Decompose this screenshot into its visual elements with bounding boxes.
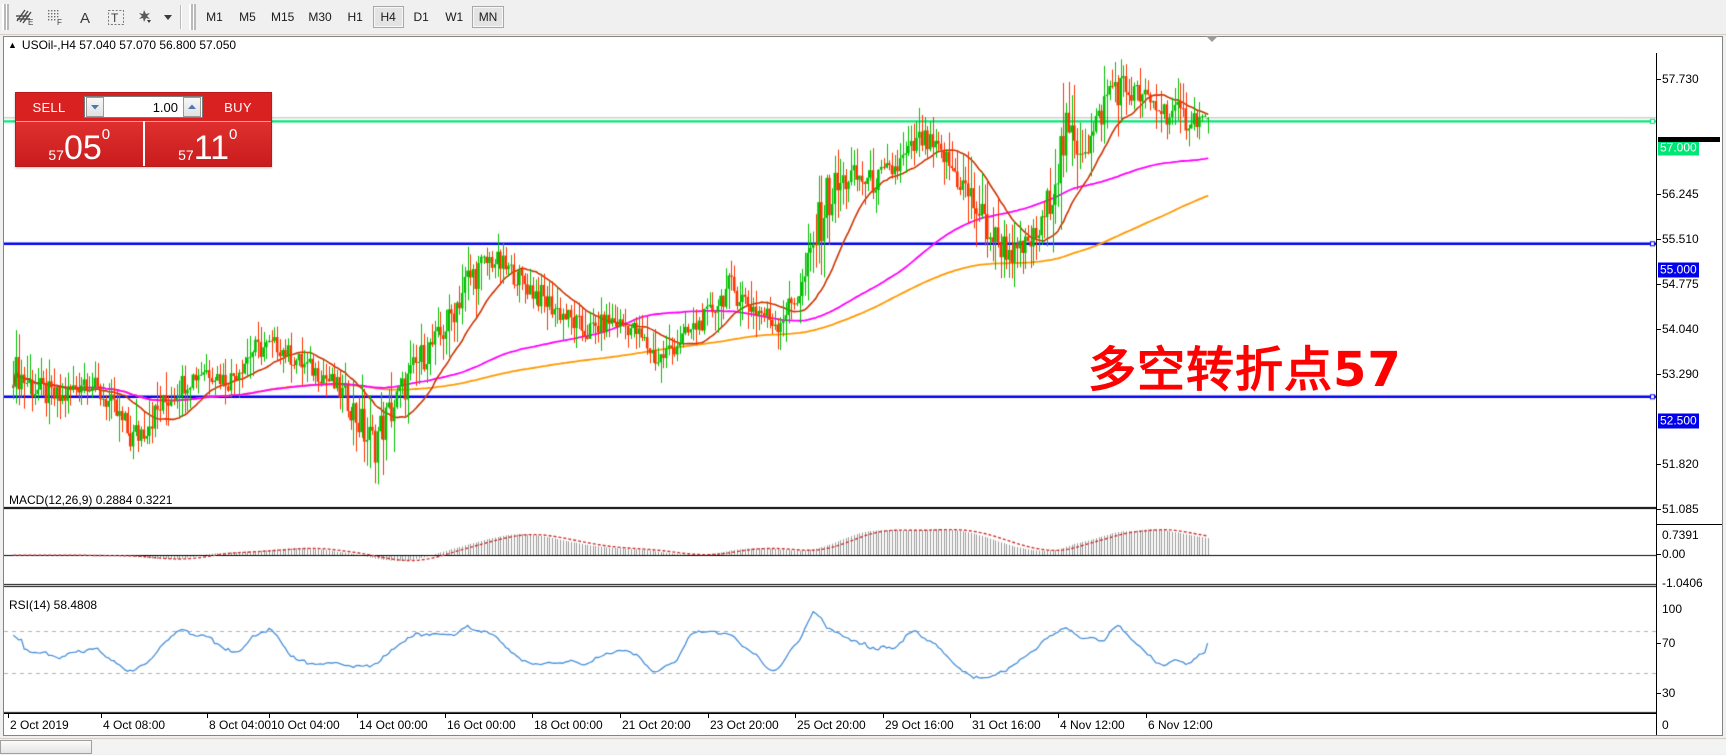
time-label-3: 10 Oct 04:00 [271,718,340,732]
text-a-icon[interactable]: A [71,3,101,31]
macd-axis-label-0: 0.7391 [1662,528,1699,542]
time-label-4: 14 Oct 00:00 [359,718,428,732]
price-tag-level-55[interactable]: 55.000 [1658,262,1699,278]
timeframe-m15[interactable]: M15 [271,10,295,24]
svg-text:F: F [57,18,62,27]
main-toolbar: E F A [0,0,1726,35]
macd-axis-label-1: 0.00 [1662,547,1686,561]
volume-decrease-button[interactable] [86,97,104,117]
sell-button[interactable]: SELL [32,99,66,115]
rsi-axis-label-0: 100 [1662,602,1683,616]
buy-price-main: 11 [193,129,230,167]
grid-f-icon[interactable]: F [41,3,71,31]
time-label-7: 21 Oct 20:00 [622,718,691,732]
timeframe-h1[interactable]: H1 [347,10,363,24]
indicators-icon[interactable]: E [11,3,41,31]
price-label-0: 57.730 [1662,72,1699,86]
volume-input[interactable]: 1.00 [152,99,178,115]
timeframe-h4[interactable]: H4 [372,6,404,28]
time-label-6: 18 Oct 00:00 [534,718,603,732]
time-label-11: 31 Oct 16:00 [972,718,1041,732]
time-label-5: 16 Oct 00:00 [447,718,516,732]
buy-price-fraction: 0 [229,126,238,143]
price-label-7: 51.085 [1662,502,1699,516]
toolbar-grip[interactable] [2,4,9,30]
sell-price-main: 05 [63,129,102,167]
price-tag-level-525[interactable]: 52.500 [1658,413,1699,429]
cursor-position-marker [1206,36,1218,42]
one-click-trading-panel[interactable]: SELL 1.00 BUY 57 05 0 [15,92,272,167]
sell-price-prefix: 57 [48,147,64,163]
buy-price-quote[interactable]: 57 11 0 [142,121,271,167]
price-label-4: 54.040 [1662,322,1699,336]
timeframe-toolbar-grip[interactable] [189,4,196,30]
sell-price-fraction: 0 [101,126,111,143]
rsi-axis-label-2: 30 [1662,686,1676,700]
time-label-9: 25 Oct 20:00 [797,718,866,732]
objects-icon[interactable] [131,3,161,31]
svg-text:T: T [111,11,119,25]
time-scale[interactable]: 2 Oct 2019 4 Oct 08:00 8 Oct 04:00 10 Oc… [4,713,1656,735]
scrollbar-thumb[interactable] [0,740,92,754]
svg-text:E: E [28,18,33,27]
timeframe-mn[interactable]: MN [471,6,505,28]
time-label-13: 6 Nov 12:00 [1148,718,1213,732]
chart-annotation-text: 多空转折点57 [1088,342,1402,398]
text-label-icon[interactable]: T [101,3,131,31]
chart-window[interactable]: ▲ USOil-,H4 57.040 57.070 56.800 57.050 … [3,36,1723,736]
time-label-8: 23 Oct 20:00 [710,718,779,732]
price-label-1: 56.245 [1662,187,1699,201]
time-label-12: 4 Nov 12:00 [1060,718,1125,732]
price-label-6: 51.820 [1662,457,1699,471]
volume-increase-button[interactable] [183,97,201,117]
timeframe-w1[interactable]: W1 [445,10,464,24]
time-label-1: 4 Oct 08:00 [103,718,166,732]
timeframe-m1[interactable]: M1 [206,10,223,24]
horizontal-scrollbar[interactable] [0,738,1726,755]
chevron-down-icon[interactable] [161,3,175,31]
sell-price-quote[interactable]: 57 05 0 [16,121,143,166]
price-tag-shadow [1658,137,1720,142]
price-label-5: 53.290 [1662,367,1699,381]
time-label-2: 8 Oct 04:00 [209,718,272,732]
quote-divider [16,121,143,122]
quote-divider-2 [144,121,271,122]
trade-panel-quotes: 57 05 0 57 11 0 [16,121,271,166]
price-label-2: 55.510 [1662,232,1699,246]
buy-price-prefix: 57 [178,147,194,163]
time-label-0: 2 Oct 2019 [10,718,69,732]
macd-indicator-label: MACD(12,26,9) 0.2884 0.3221 [9,493,173,507]
rsi-indicator-label: RSI(14) 58.4808 [9,598,98,612]
volume-stepper[interactable]: 1.00 [84,96,203,118]
price-tag-current[interactable]: 57.000 [1658,140,1699,156]
price-label-3: 54.775 [1662,277,1699,291]
toolbar-separator [180,5,182,29]
timeframe-m5[interactable]: M5 [239,10,256,24]
rsi-axis-label-1: 70 [1662,636,1676,650]
price-scale[interactable]: 57.730 56.245 55.510 54.775 54.040 53.29… [1656,53,1722,735]
buy-button[interactable]: BUY [224,99,252,115]
scrollbar-track[interactable] [93,740,1726,754]
chart-canvas[interactable] [4,37,1722,735]
trade-panel-controls: SELL 1.00 BUY [16,93,271,121]
timeframe-d1[interactable]: D1 [413,10,429,24]
macd-axis-label-2: -1.0406 [1662,576,1703,590]
rsi-axis-label-3: 0 [1662,718,1669,732]
svg-text:A: A [80,10,90,27]
timeframe-m30[interactable]: M30 [308,10,332,24]
time-label-10: 29 Oct 16:00 [885,718,954,732]
